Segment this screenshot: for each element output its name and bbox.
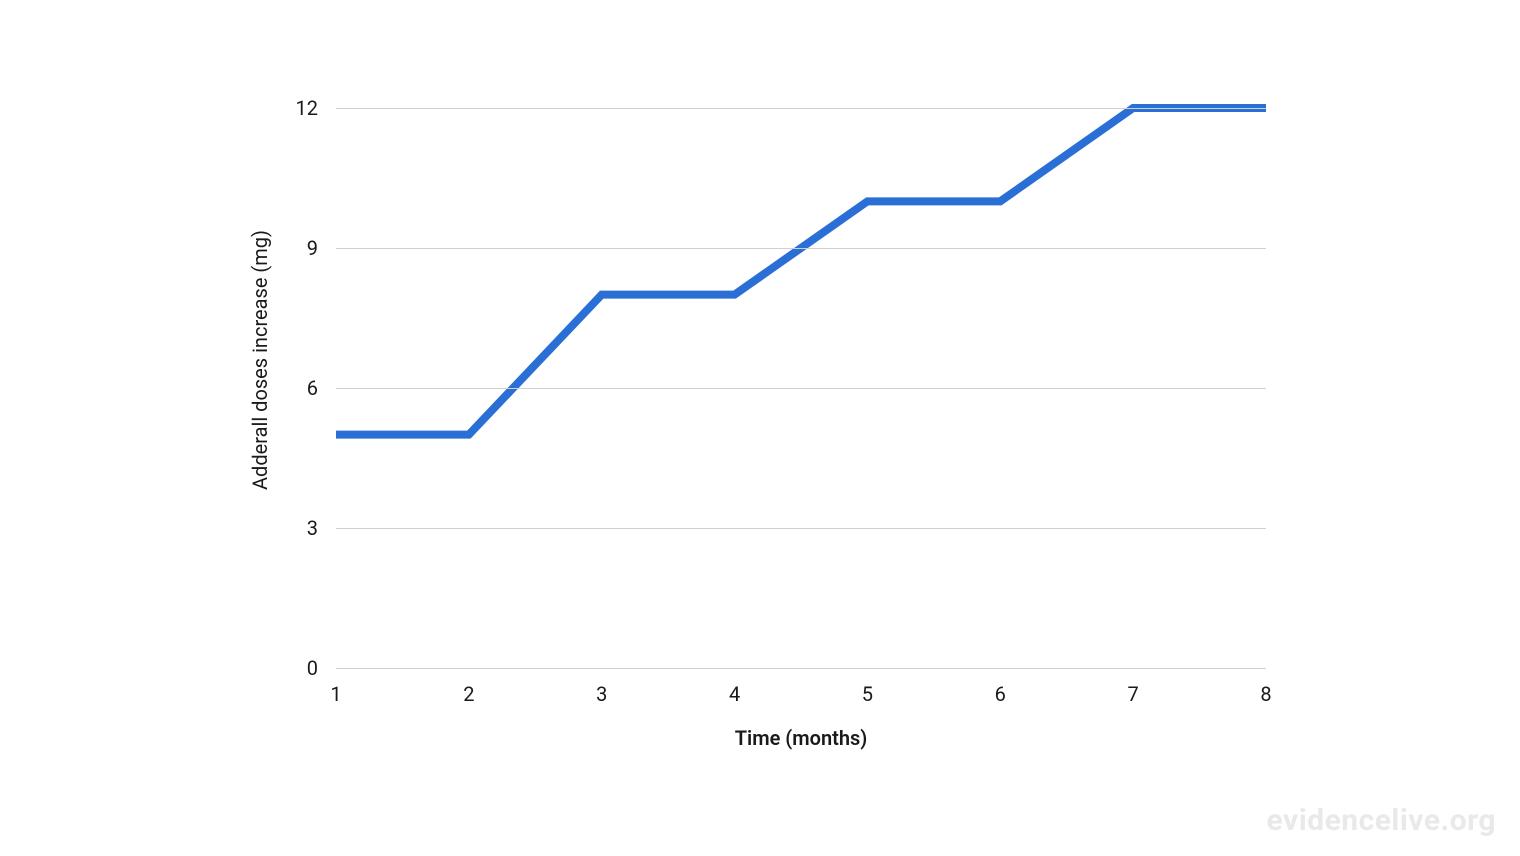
gridline (336, 388, 1266, 389)
x-tick-label: 3 (596, 668, 607, 706)
gridline (336, 108, 1266, 109)
y-tick-label: 12 (296, 96, 336, 120)
gridline (336, 668, 1266, 669)
y-axis-title: Adderall doses increase (mg) (248, 230, 272, 490)
data-line (336, 108, 1266, 435)
x-tick-label: 6 (995, 668, 1006, 706)
watermark-text: evidencelive.org (1267, 803, 1496, 838)
y-tick-label: 6 (307, 376, 336, 400)
x-axis-title: Time (months) (735, 726, 868, 750)
x-tick-label: 8 (1260, 668, 1271, 706)
y-tick-label: 9 (307, 236, 336, 260)
x-tick-label: 4 (729, 668, 740, 706)
x-tick-label: 2 (463, 668, 474, 706)
x-tick-label: 7 (1128, 668, 1139, 706)
plot-area: 03691212345678 (336, 108, 1266, 668)
x-tick-label: 1 (330, 668, 341, 706)
gridline (336, 248, 1266, 249)
x-tick-label: 5 (862, 668, 873, 706)
y-tick-label: 3 (307, 516, 336, 540)
gridline (336, 528, 1266, 529)
